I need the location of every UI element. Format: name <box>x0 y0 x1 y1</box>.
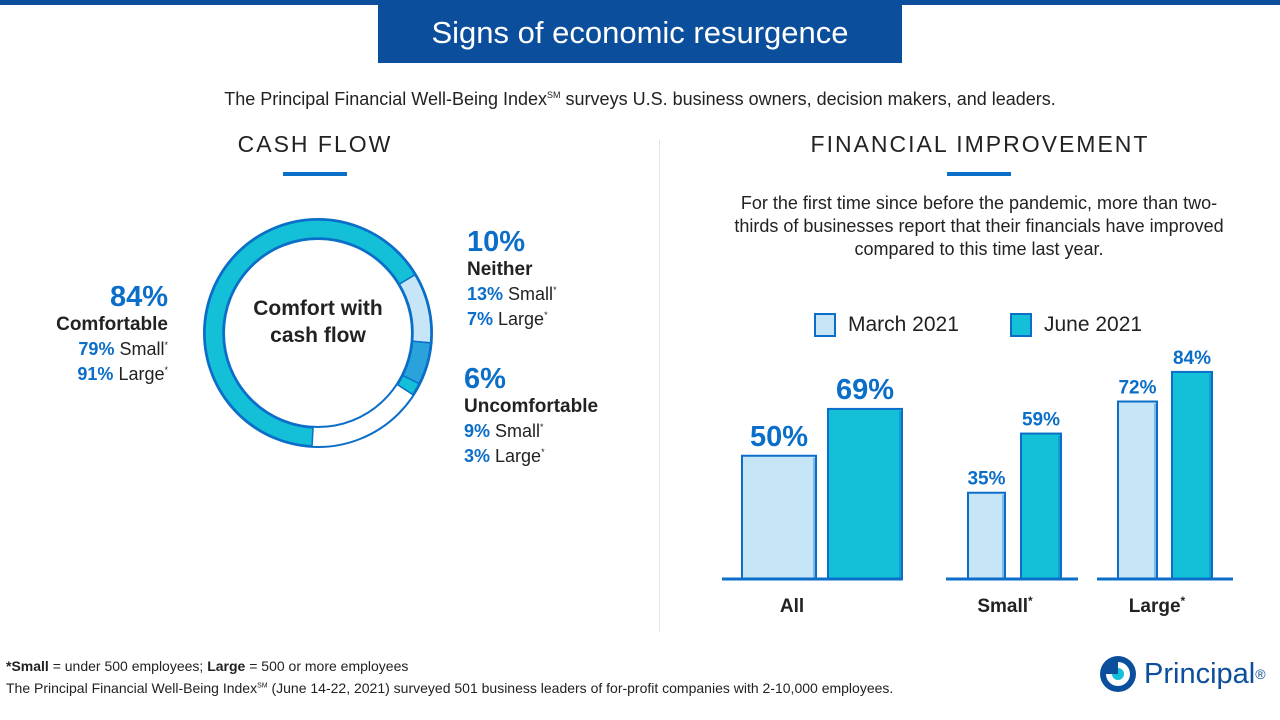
neither-small: 13% Small* <box>467 282 647 307</box>
uncomfortable-small: 9% Small* <box>464 419 654 444</box>
neither-pct: 10% <box>467 226 526 258</box>
comfortable-large-pct: 91% <box>77 364 114 384</box>
legend-june-label: June 2021 <box>1044 313 1143 336</box>
bar-label-large-march: 72% <box>1118 378 1156 399</box>
comfortable-small-star: * <box>164 340 168 350</box>
neither-block: 10% Neither 13% Small* 7% Large* <box>467 227 647 332</box>
bar-small-march <box>967 491 1006 581</box>
page-title-text: Signs of economic resurgence <box>431 15 849 50</box>
neither-small-label: Small <box>508 284 554 304</box>
bar-all-june <box>827 407 903 581</box>
uncomfortable-block: 6% Uncomfortable 9% Small* 3% Large* <box>464 364 654 469</box>
subtitle: The Principal Financial Well-Being Index… <box>0 89 1280 110</box>
footnote-survey-text: (June 14-22, 2021) surveyed 501 business… <box>267 680 894 696</box>
uncomfortable-pct: 6% <box>464 363 506 395</box>
uncomfortable-large-star: * <box>541 447 545 457</box>
footnote-small-term: *Small <box>6 658 49 674</box>
neither-large: 7% Large* <box>467 307 647 332</box>
comfortable-large: 91% Large* <box>40 362 168 387</box>
neither-large-star: * <box>544 310 548 320</box>
legend-march-label: March 2021 <box>848 313 959 336</box>
neither-label: Neither <box>467 259 533 280</box>
financial-improvement-title: FINANCIAL IMPROVEMENT <box>810 131 1150 157</box>
donut-slice-comfortable <box>204 219 432 447</box>
legend-march: March 2021 <box>814 313 959 337</box>
neither-small-pct: 13% <box>467 284 504 304</box>
bar-label-small-june: 59% <box>1022 410 1060 431</box>
category-label-large: Large* <box>1129 594 1186 617</box>
comfortable-small-pct: 79% <box>78 339 115 359</box>
footnote-survey-mark: SM <box>257 682 268 690</box>
comfortable-pct: 84% <box>109 281 168 313</box>
legend-march-swatch <box>814 313 836 337</box>
subtitle-service-mark: SM <box>547 90 561 100</box>
uncomfortable-large-pct: 3% <box>464 446 491 466</box>
category-label-small: Small* <box>977 594 1033 617</box>
donut-outer-ring <box>203 218 433 448</box>
uncomfortable-small-label: Small <box>495 421 541 441</box>
comfortable-small-label: Small <box>119 339 165 359</box>
comfortable-small: 79% Small* <box>40 337 168 362</box>
footnote-survey-index: The Principal Financial Well-Being Index <box>6 680 258 696</box>
bar-label-small-march: 35% <box>967 469 1005 490</box>
footnote-survey: The Principal Financial Well-Being Index… <box>6 680 893 696</box>
comfortable-label: Comfortable <box>56 314 168 335</box>
bar-large-june <box>1171 370 1213 580</box>
principal-logo: Principal ® <box>1098 654 1266 694</box>
donut-inner-ring <box>223 238 413 428</box>
comfortable-block: 84% Comfortable 79% Small* 91% Large* <box>40 282 168 387</box>
subtitle-rest: surveys U.S. business owners, decision m… <box>560 89 1056 109</box>
principal-logo-text: Principal <box>1144 657 1256 690</box>
neither-large-pct: 7% <box>467 309 494 329</box>
legend-june: June 2021 <box>1010 313 1142 337</box>
footnote-large-term: Large <box>207 658 246 674</box>
subtitle-main: The Principal Financial Well-Being Index <box>224 89 548 109</box>
uncomfortable-large: 3% Large* <box>464 444 654 469</box>
cash-flow-title: CASH FLOW <box>237 131 393 157</box>
cash-flow-donut-chart <box>203 218 433 448</box>
bar-large-march <box>1117 400 1158 580</box>
comfortable-large-label: Large <box>118 364 165 384</box>
financial-improvement-title-rule <box>947 172 1011 176</box>
neither-large-label: Large <box>498 309 545 329</box>
bar-small-june <box>1020 432 1062 580</box>
section-divider <box>659 140 660 632</box>
uncomfortable-label: Uncomfortable <box>464 396 599 417</box>
bar-label-all-june: 69% <box>836 374 894 406</box>
uncomfortable-large-label: Large <box>495 446 542 466</box>
donut-center-label: Comfort with cash flow <box>253 297 383 347</box>
financial-improvement-description: For the first time since before the pand… <box>734 193 1224 259</box>
uncomfortable-small-star: * <box>540 422 544 432</box>
donut-slice-uncomfortable <box>401 340 432 385</box>
page-title: Signs of economic resurgence <box>378 3 902 63</box>
footnote-large-def: = 500 or more employees <box>245 658 409 674</box>
category-star-large: * <box>1181 594 1186 608</box>
bar-all-march <box>741 454 817 580</box>
cash-flow-title-rule <box>283 172 347 176</box>
footnote-small-def: = under 500 employees; <box>48 658 208 674</box>
uncomfortable-small-pct: 9% <box>464 421 491 441</box>
footnote-definitions: *Small = under 500 employees; Large = 50… <box>6 658 408 674</box>
legend-june-swatch <box>1010 313 1032 337</box>
comfortable-large-star: * <box>164 365 168 375</box>
category-star-small: * <box>1028 594 1033 608</box>
principal-logo-icon <box>1100 656 1136 692</box>
category-label-all: All <box>780 596 804 617</box>
neither-small-star: * <box>553 285 557 295</box>
bar-label-all-march: 50% <box>750 421 808 453</box>
top-accent-line <box>0 0 1280 5</box>
bar-label-large-june: 84% <box>1173 348 1211 369</box>
